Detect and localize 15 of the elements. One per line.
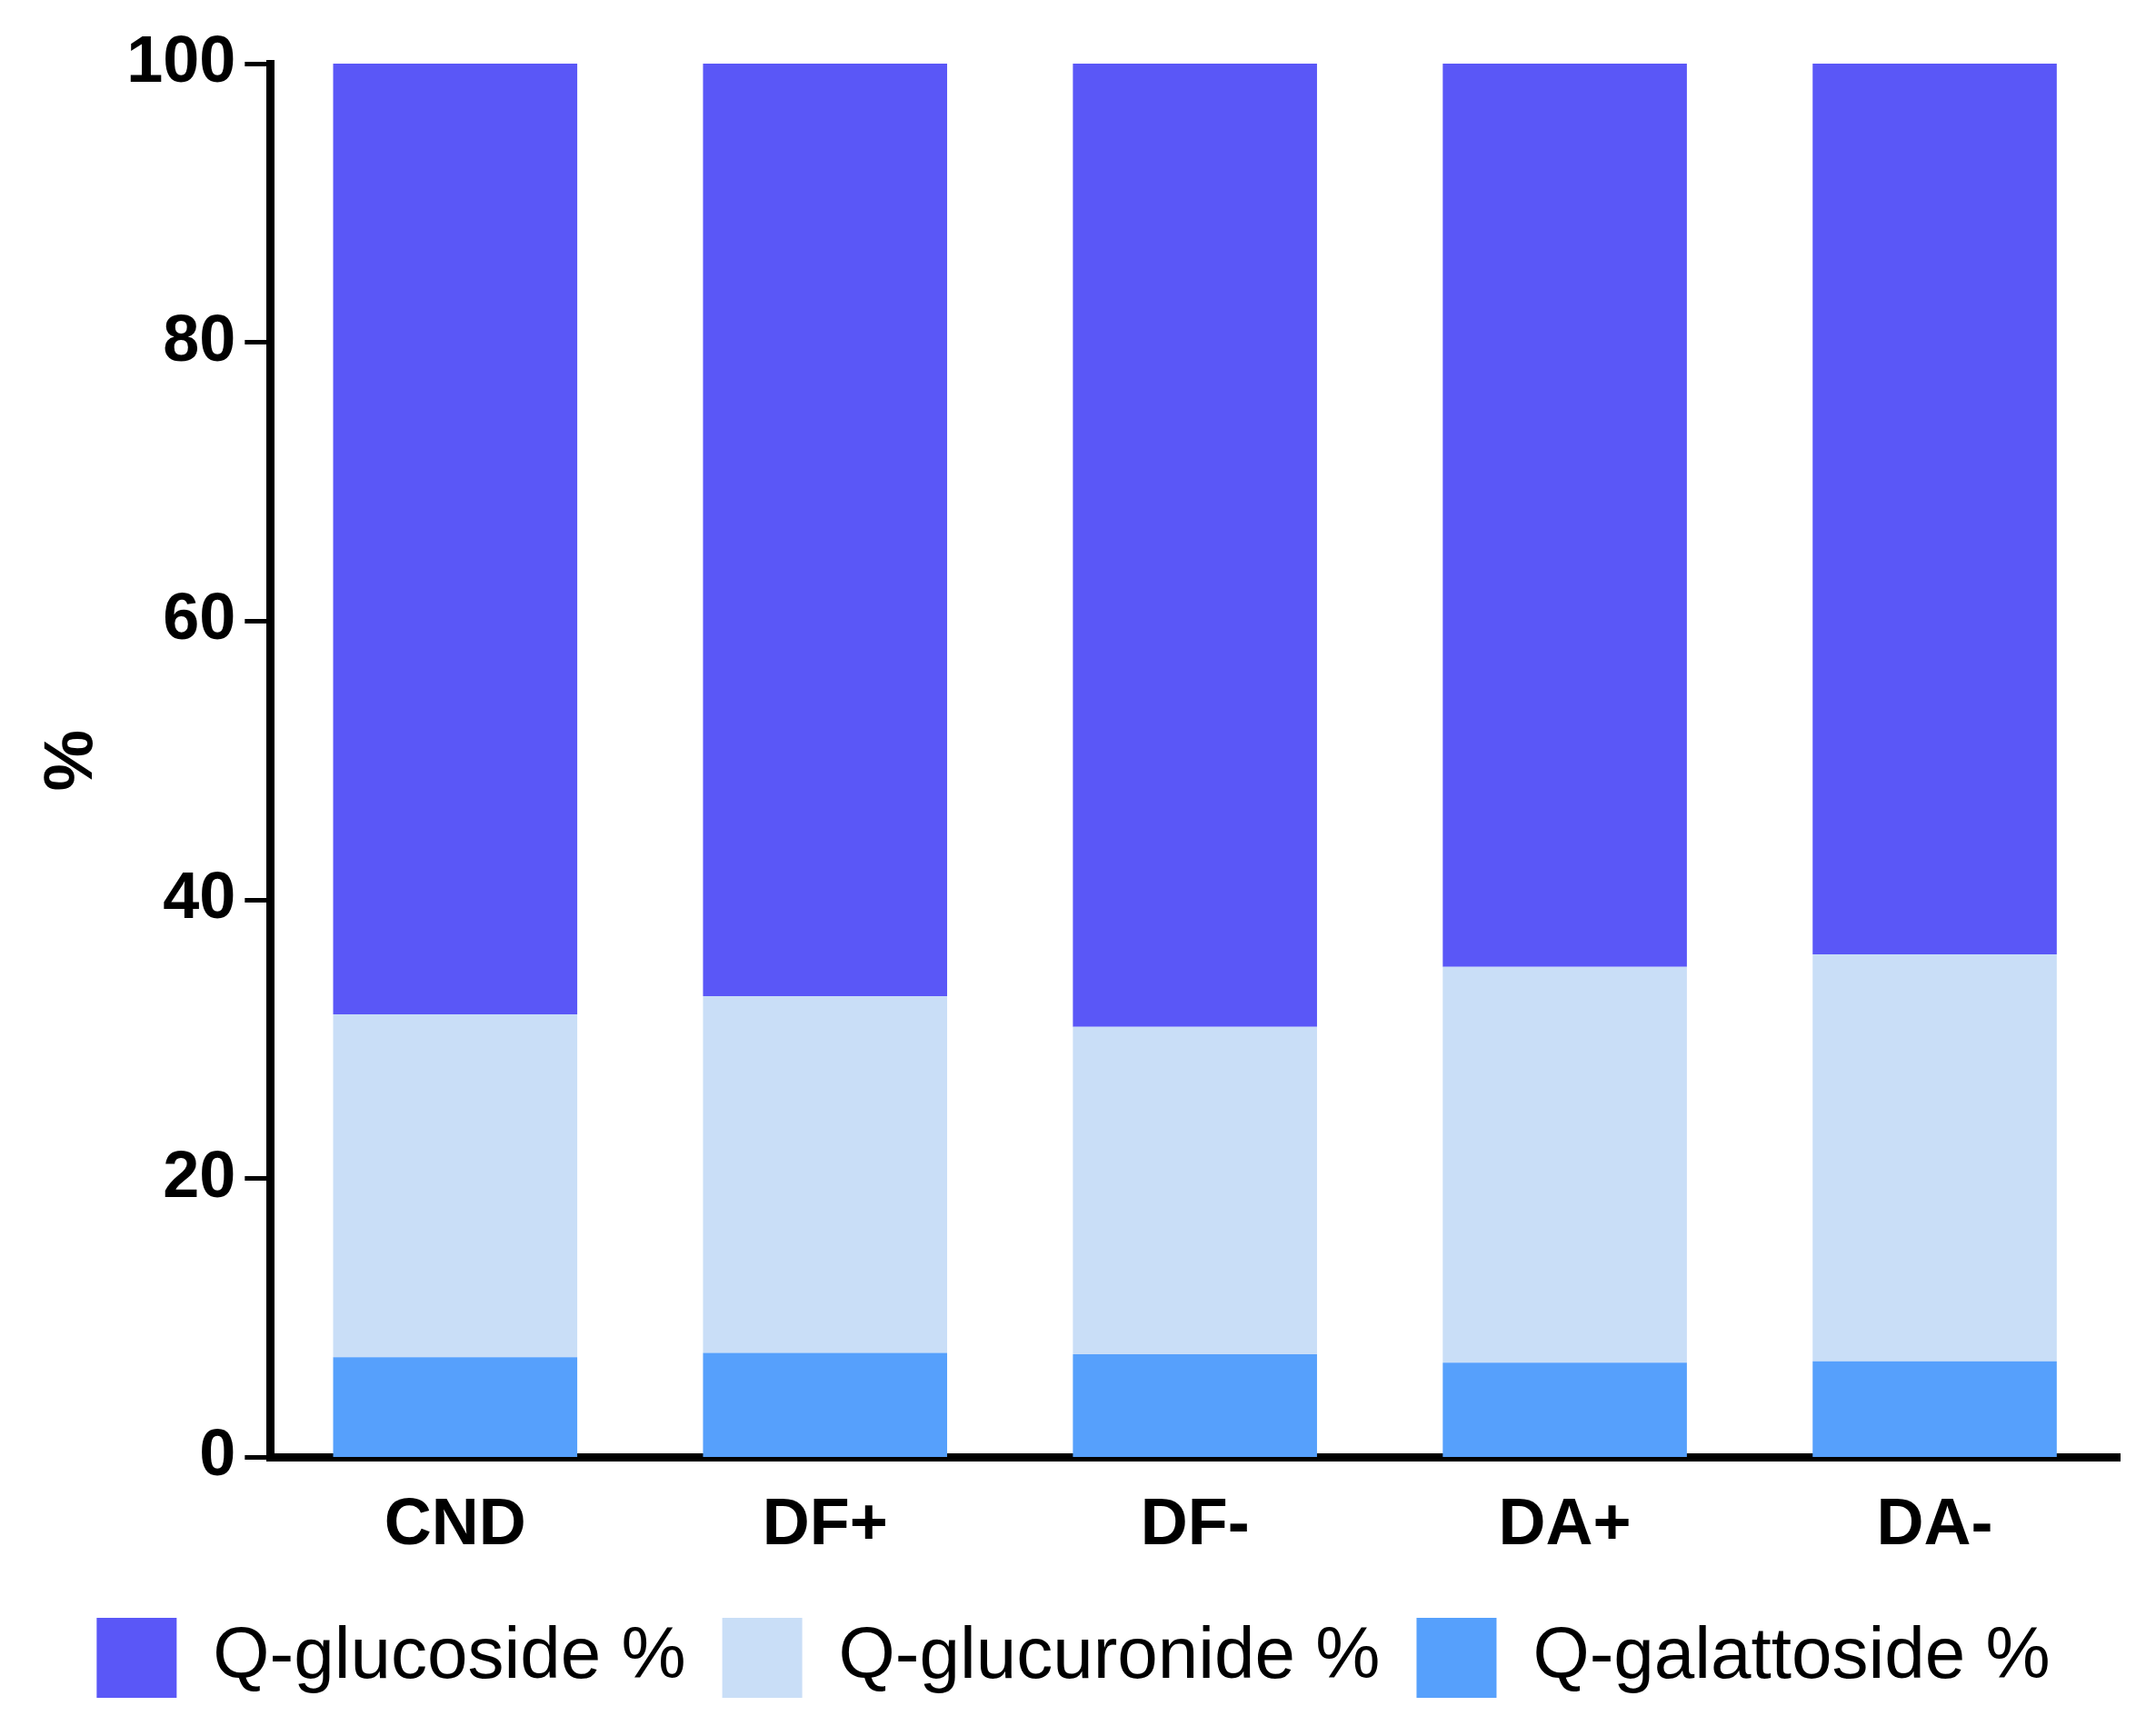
x-tick-label: DA- [1876,1484,1993,1558]
y-tick-label: 40 [163,859,236,933]
y-tick-label: 20 [163,1137,236,1211]
legend-label: Q-glucoside % [213,1612,686,1694]
x-tick-label: DA+ [1498,1484,1632,1558]
x-tick-label: DF+ [762,1484,888,1558]
y-tick-label: 0 [199,1416,236,1490]
y-tick-label: 60 [163,580,236,653]
y-tick-label: 80 [163,301,236,374]
y-axis-title: % [28,730,106,792]
y-tick-label: 100 [126,22,236,95]
legend-label: Q-glucuronide % [838,1612,1381,1694]
x-tick-label: CND [384,1484,526,1558]
legend-label: Q-galattoside % [1532,1612,2051,1694]
x-tick-label: DF- [1140,1484,1250,1558]
